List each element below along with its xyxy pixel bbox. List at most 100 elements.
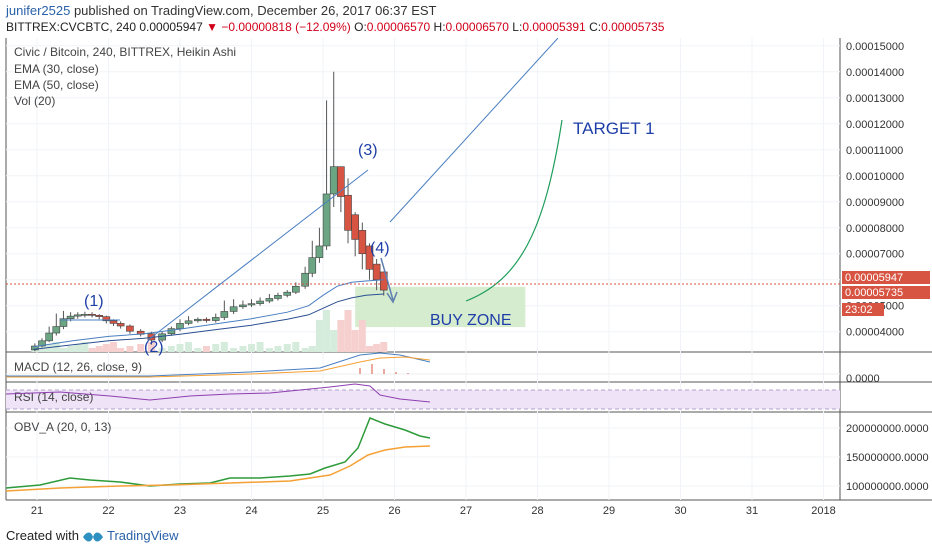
y-tick-label: 0.00015000 bbox=[846, 41, 904, 53]
volume-bar bbox=[330, 330, 338, 352]
obv-signal bbox=[5, 445, 431, 492]
volume-bar bbox=[239, 346, 247, 352]
x-tick-label: 31 bbox=[746, 505, 758, 517]
legend-ema30: EMA (30, close) bbox=[14, 62, 99, 76]
x-tick-label: 30 bbox=[674, 505, 686, 517]
candle-body bbox=[194, 318, 202, 322]
candle-body bbox=[102, 316, 111, 322]
candle-body bbox=[274, 295, 282, 299]
candle-body bbox=[322, 193, 331, 247]
ohlc-line: BITTREX:CVCBTC, 240 0.00005947 ▼ −0.0000… bbox=[6, 20, 664, 34]
volume-bar bbox=[158, 348, 166, 352]
obv-tick-label: 150000000.0000 bbox=[846, 452, 929, 464]
x-tick-label: 28 bbox=[531, 505, 543, 517]
volume-bar bbox=[323, 310, 331, 352]
time-axis[interactable]: 21 22 23 24 25 26 27 28 29 30 31 2018 bbox=[31, 505, 836, 517]
candle-body bbox=[211, 317, 220, 321]
candle-body bbox=[239, 304, 247, 308]
open-label: O: bbox=[354, 20, 367, 34]
volume-bar bbox=[315, 320, 323, 352]
candle-body bbox=[308, 257, 317, 274]
candle-body bbox=[220, 311, 229, 318]
volume-bar bbox=[137, 344, 145, 352]
x-tick-label: 27 bbox=[460, 505, 472, 517]
volume-bar bbox=[202, 346, 210, 352]
candle-body bbox=[52, 326, 61, 334]
last-price: 0.00005947 bbox=[139, 20, 203, 34]
author-link[interactable]: junifer2525 bbox=[6, 3, 71, 18]
candle-body bbox=[81, 314, 89, 316]
volume-bar bbox=[380, 342, 388, 352]
candle-body bbox=[167, 328, 176, 335]
close-price-tag-label: 0.00005735 bbox=[845, 287, 903, 299]
macd-zero-label: 0.0000 bbox=[846, 373, 880, 385]
price-axis[interactable]: 0.00015000 0.00014000 0.00013000 0.00012000… bbox=[846, 41, 904, 339]
x-tick-label: 22 bbox=[102, 505, 114, 517]
low-value: 0.00005391 bbox=[522, 20, 586, 34]
candle-body bbox=[365, 245, 374, 270]
volume-bar bbox=[265, 348, 273, 352]
wave4-label: (4) bbox=[370, 240, 390, 257]
macd-legend: MACD (12, 26, close, 9) bbox=[14, 360, 142, 374]
wave1-label: (1) bbox=[84, 293, 104, 310]
last-price-tag bbox=[842, 271, 930, 284]
candle-body bbox=[372, 263, 381, 281]
volume-bar bbox=[308, 346, 316, 352]
target-curve bbox=[465, 119, 563, 302]
wave3-label: (3) bbox=[358, 142, 378, 159]
last-price-tag-label: 0.00005947 bbox=[845, 272, 903, 284]
obv-axis: 200000000.0000 150000000.0000 100000000.00… bbox=[846, 423, 929, 493]
candle-body bbox=[301, 272, 309, 287]
candle-body bbox=[292, 285, 300, 293]
high-label: H: bbox=[433, 20, 446, 34]
grid bbox=[6, 38, 840, 500]
close-price-tag bbox=[842, 286, 930, 299]
y-tick-label: 0.00007000 bbox=[846, 249, 904, 261]
macd-line bbox=[6, 352, 431, 377]
target-label: TARGET 1 bbox=[573, 119, 655, 138]
obv-tick-label: 200000000.0000 bbox=[846, 423, 929, 435]
volume-bar bbox=[59, 348, 67, 352]
volume-bar bbox=[344, 310, 352, 352]
tradingview-brand[interactable]: TradingView bbox=[107, 528, 179, 543]
low-label: L: bbox=[512, 20, 523, 34]
wave2-label: (2) bbox=[144, 339, 164, 356]
y-tick-label: 0.00009000 bbox=[846, 197, 904, 209]
volume-bar bbox=[67, 346, 75, 352]
candle-body bbox=[283, 291, 292, 296]
y-tick-label: 0.00012000 bbox=[846, 119, 904, 131]
y-tick-label: 0.00010000 bbox=[846, 171, 904, 183]
candle-body bbox=[256, 300, 264, 304]
candle-body bbox=[126, 325, 134, 332]
symbol-label: BITTREX:CVCBTC, 240 bbox=[6, 20, 137, 34]
close-label: C: bbox=[589, 20, 602, 34]
candle-body bbox=[176, 323, 184, 329]
tradingview-logo-icon[interactable] bbox=[82, 530, 104, 544]
candle-body bbox=[45, 332, 53, 342]
volume-bar bbox=[95, 346, 103, 352]
volume-bar bbox=[283, 344, 291, 352]
candle-body bbox=[358, 230, 367, 255]
candle-body bbox=[184, 320, 193, 324]
volume-bar bbox=[292, 342, 300, 352]
candle-body bbox=[59, 318, 68, 327]
x-tick-label: 29 bbox=[603, 505, 615, 517]
chart-svg[interactable]: (1) (2) (3) (4) TARGET 1 BUY ZONE Civic … bbox=[0, 37, 932, 518]
volume-bar bbox=[117, 348, 125, 352]
chart-area[interactable]: (1) (2) (3) (4) TARGET 1 BUY ZONE Civic … bbox=[0, 37, 932, 518]
candle-body bbox=[95, 315, 104, 317]
candle-body bbox=[88, 314, 96, 316]
volume-bar bbox=[126, 346, 134, 352]
ema30-line bbox=[33, 279, 384, 348]
open-value: 0.00006570 bbox=[366, 20, 431, 34]
buy-zone-label: BUY ZONE bbox=[430, 312, 512, 329]
volume-bar bbox=[373, 344, 381, 352]
volume-bar bbox=[185, 342, 193, 352]
macd-signal bbox=[6, 356, 431, 378]
rsi-band bbox=[6, 390, 840, 409]
high-value: 0.00006570 bbox=[445, 20, 509, 34]
trendline-lower bbox=[147, 169, 369, 341]
ema50-line bbox=[33, 293, 384, 350]
volume-bar bbox=[248, 344, 255, 352]
x-tick-label: 24 bbox=[245, 505, 257, 517]
